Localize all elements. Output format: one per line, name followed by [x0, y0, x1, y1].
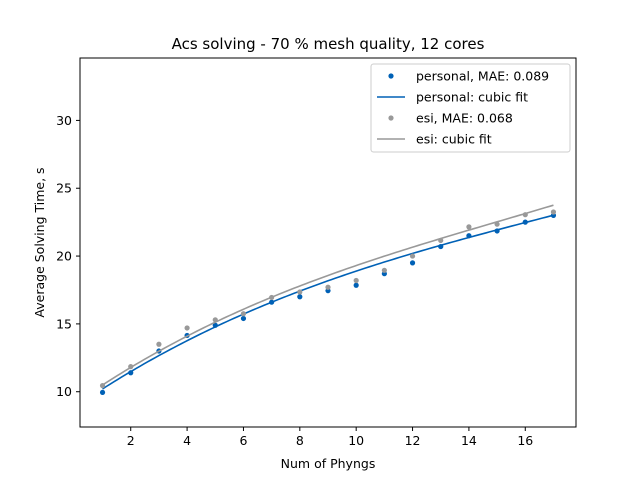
data-point-0 [99, 389, 106, 396]
y-tick-label: 15 [56, 316, 72, 331]
data-point-0 [240, 315, 247, 322]
fit-line-3 [102, 204, 554, 386]
data-point-2 [550, 209, 557, 215]
data-point-2 [381, 267, 387, 273]
data-point-2 [297, 289, 303, 295]
data-point-2 [325, 284, 331, 290]
plot-area [99, 204, 557, 396]
fit-line-1 [102, 214, 554, 390]
chart-title: Acs solving - 70 % mesh quality, 12 core… [172, 35, 485, 53]
legend-point-swatch [388, 115, 394, 121]
y-tick-label: 25 [56, 181, 72, 196]
plot-frame [79, 57, 577, 428]
data-point-2 [240, 311, 247, 317]
x-tick-label: 10 [348, 433, 364, 448]
legend-entry-label: personal: cubic fit [416, 90, 528, 105]
data-point-0 [353, 282, 359, 288]
x-axis-label: Num of Phyngs [281, 456, 376, 471]
x-tick-label: 14 [461, 433, 477, 448]
x-tick-label: 2 [127, 433, 135, 448]
legend-point-swatch [388, 73, 394, 79]
data-point-2 [184, 325, 190, 331]
legend-box [370, 63, 571, 153]
legend-entry-label: esi, MAE: 0.068 [416, 111, 513, 126]
data-point-0 [409, 260, 416, 266]
data-point-0 [297, 294, 303, 300]
legend-entry-label: esi: cubic fit [416, 132, 492, 147]
data-point-2 [156, 341, 162, 347]
legend-entry-label: personal, MAE: 0.089 [416, 69, 549, 84]
x-axis: 2 4 6 8 10 12 14 16 [127, 427, 533, 448]
x-tick-label: 8 [296, 433, 304, 448]
data-point-2 [409, 253, 416, 259]
y-tick-label: 30 [56, 113, 72, 128]
x-tick-label: 6 [239, 433, 247, 448]
data-point-2 [466, 224, 472, 230]
y-tick-label: 10 [56, 384, 72, 399]
y-axis-label: Average Solving Time, s [32, 167, 47, 317]
x-tick-label: 16 [517, 433, 533, 448]
y-tick-label: 20 [56, 249, 72, 264]
x-tick-label: 4 [183, 433, 191, 448]
legend: personal, MAE: 0.089 personal: cubic fit e… [370, 63, 571, 153]
y-axis: 10 15 20 25 30 [56, 113, 80, 399]
x-tick-label: 12 [405, 433, 421, 448]
data-point-2 [353, 277, 359, 284]
